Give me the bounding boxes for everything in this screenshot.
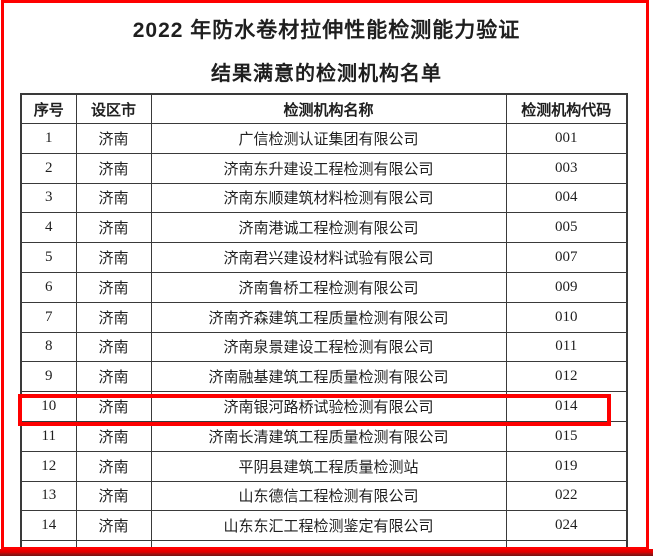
row-institution-code: 004	[505, 182, 628, 214]
row-institution-code: 022	[505, 480, 628, 512]
row-institution-name: 山东德信工程检测有限公司	[150, 480, 507, 512]
row-serial: 1	[20, 123, 77, 154]
row-city: 济南	[75, 271, 152, 303]
row-city: 济南	[75, 331, 152, 363]
row-institution-code: 001	[505, 123, 628, 154]
row-institution-code: 011	[505, 331, 628, 363]
table-row: 8 济南 济南泉景建设工程检测有限公司 011	[20, 331, 628, 363]
row-institution-name: 济南银河路桥试验检测有限公司	[150, 391, 507, 422]
col-header-institution-name: 检测机构名称	[150, 93, 507, 124]
row-serial: 3	[20, 182, 77, 214]
table-row: 5 济南 济南君兴建设材料试验有限公司 007	[20, 242, 628, 273]
table-row: 4 济南 济南港诚工程检测有限公司 005	[20, 212, 628, 244]
row-serial: 10	[20, 391, 77, 422]
row-institution-name: 济南君兴建设材料试验有限公司	[150, 242, 507, 273]
row-serial: 4	[20, 212, 77, 244]
results-table-container: 序号 设区市 检测机构名称 检测机构代码 1 济南 广信检测认证集团有限公司 001 2…	[20, 93, 630, 549]
row-institution-name: 平阴县建筑工程质量检测站	[150, 450, 507, 482]
table-row: 7 济南 济南齐森建筑工程质量检测有限公司 010	[20, 301, 628, 333]
bottom-edge-strip	[0, 549, 653, 556]
table-header-row: 序号 设区市 检测机构名称 检测机构代码	[20, 93, 628, 124]
row-institution-name: 济南齐森建筑工程质量检测有限公司	[150, 301, 507, 333]
table-row: 14 济南 山东东汇工程检测鉴定有限公司 024	[20, 510, 628, 542]
row-serial: 8	[20, 331, 77, 363]
row-serial: 11	[20, 420, 77, 452]
row-institution-code: 019	[505, 450, 628, 482]
row-institution-code: 005	[505, 212, 628, 244]
col-header-serial: 序号	[20, 93, 77, 124]
row-serial: 7	[20, 301, 77, 333]
row-institution-name: 济南鲁桥工程检测有限公司	[150, 271, 507, 303]
empty-cell	[150, 540, 507, 549]
row-serial: 9	[20, 361, 77, 393]
row-city: 济南	[75, 123, 152, 154]
table-row: 2 济南 济南东升建设工程检测有限公司 003	[20, 152, 628, 184]
table-row: 3 济南 济南东顺建筑材料检测有限公司 004	[20, 182, 628, 214]
table-row: 9 济南 济南融基建筑工程质量检测有限公司 012	[20, 361, 628, 393]
row-institution-code: 010	[505, 301, 628, 333]
page-title: 2022 年防水卷材拉伸性能检测能力验证	[132, 19, 521, 42]
row-city: 济南	[75, 450, 152, 482]
row-institution-name: 济南融基建筑工程质量检测有限公司	[150, 361, 507, 393]
row-serial: 13	[20, 480, 77, 512]
row-institution-code: 003	[505, 152, 628, 184]
row-institution-name: 济南东顺建筑材料检测有限公司	[150, 182, 507, 214]
row-serial: 2	[20, 152, 77, 184]
row-institution-code: 007	[505, 242, 628, 273]
row-city: 济南	[75, 182, 152, 214]
row-institution-code: 015	[505, 420, 628, 452]
table-row: 11 济南 济南长清建筑工程质量检测有限公司 015	[20, 420, 628, 452]
row-city: 济南	[75, 420, 152, 452]
row-city: 济南	[75, 242, 152, 273]
row-institution-code: 014	[505, 391, 628, 422]
table-row-partial	[20, 540, 628, 549]
row-institution-code: 024	[505, 510, 628, 542]
page-subtitle: 结果满意的检测机构名单	[211, 63, 442, 85]
row-serial: 5	[20, 242, 77, 273]
row-city: 济南	[75, 510, 152, 542]
row-city: 济南	[75, 152, 152, 184]
table-row: 10 济南 济南银河路桥试验检测有限公司 014	[20, 391, 628, 422]
row-institution-name: 济南港诚工程检测有限公司	[150, 212, 507, 244]
row-institution-name: 山东东汇工程检测鉴定有限公司	[150, 510, 507, 542]
row-institution-name: 济南泉景建设工程检测有限公司	[150, 331, 507, 363]
row-institution-code: 012	[505, 361, 628, 393]
empty-cell	[75, 540, 152, 549]
row-institution-code: 009	[505, 271, 628, 303]
row-serial: 6	[20, 271, 77, 303]
empty-cell	[505, 540, 628, 549]
results-table: 序号 设区市 检测机构名称 检测机构代码 1 济南 广信检测认证集团有限公司 001 2…	[20, 93, 628, 549]
row-institution-name: 济南长清建筑工程质量检测有限公司	[150, 420, 507, 452]
table-row: 1 济南 广信检测认证集团有限公司 001	[20, 123, 628, 154]
col-header-institution-code: 检测机构代码	[505, 93, 628, 124]
table-body: 1 济南 广信检测认证集团有限公司 001 2 济南 济南东升建设工程检测有限公司 003 3 济…	[20, 123, 628, 549]
row-serial: 14	[20, 510, 77, 542]
row-serial: 12	[20, 450, 77, 482]
col-header-city: 设区市	[75, 93, 152, 124]
table-row: 6 济南 济南鲁桥工程检测有限公司 009	[20, 271, 628, 303]
empty-cell	[20, 540, 77, 549]
table-row: 13 济南 山东德信工程检测有限公司 022	[20, 480, 628, 512]
table-row: 12 济南 平阴县建筑工程质量检测站 019	[20, 450, 628, 482]
row-city: 济南	[75, 301, 152, 333]
row-city: 济南	[75, 361, 152, 393]
row-city: 济南	[75, 391, 152, 422]
row-city: 济南	[75, 480, 152, 512]
row-institution-name: 济南东升建设工程检测有限公司	[150, 152, 507, 184]
row-city: 济南	[75, 212, 152, 244]
row-institution-name: 广信检测认证集团有限公司	[150, 123, 507, 154]
